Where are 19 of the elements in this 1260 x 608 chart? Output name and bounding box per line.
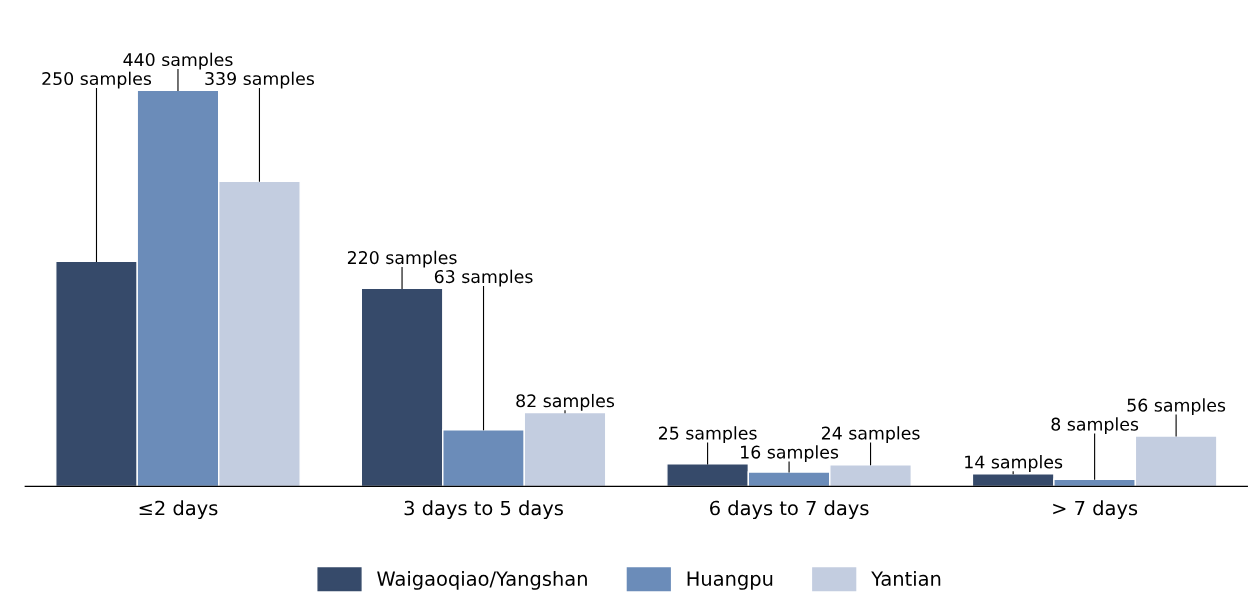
data-label: 14 samples — [965, 455, 1063, 472]
data-label: 339 samples — [205, 71, 315, 89]
data-label: 8 samples — [1051, 417, 1139, 435]
x-tick-label: > 7 days — [1053, 500, 1138, 520]
data-label: 24 samples — [821, 426, 920, 443]
data-label: 220 samples — [347, 250, 457, 268]
x-tick-label: 3 days to 5 days — [404, 500, 563, 520]
legend-label: Waigaoqiao/Yangshan — [377, 570, 587, 590]
data-label: 82 samples — [516, 393, 615, 411]
data-label: 16 samples — [741, 445, 839, 462]
data-label: 250 samples — [42, 71, 152, 89]
data-label: 56 samples — [1127, 398, 1226, 416]
data-label: 25 samples — [658, 426, 757, 443]
data-label: 63 samples — [434, 269, 533, 287]
legend-label: Yantian — [871, 570, 941, 587]
x-tick-label: 6 days to 7 days — [710, 500, 869, 520]
data-label: 440 samples — [123, 52, 233, 70]
x-tick-label: ≤2 days — [139, 500, 218, 520]
legend-label: Huangpu — [687, 571, 773, 590]
